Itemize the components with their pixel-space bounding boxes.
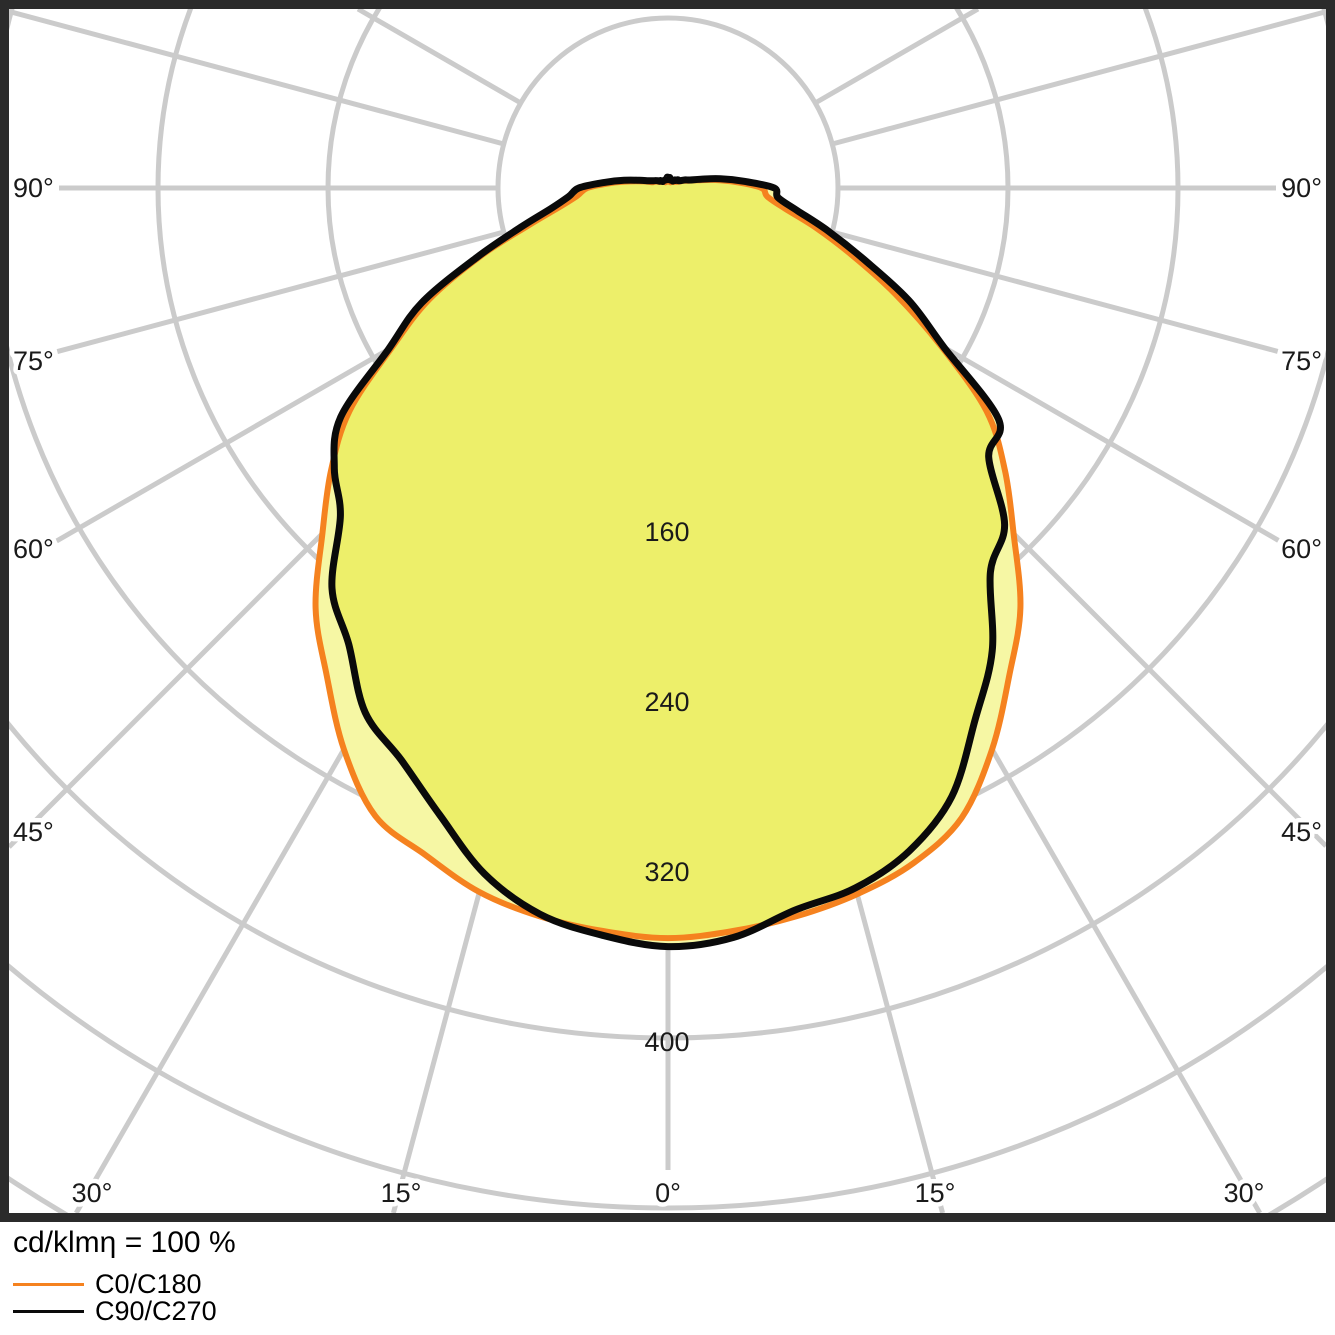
angle-ray-120-left	[356, 9, 523, 106]
c0-c180-line-swatch	[13, 1283, 84, 1286]
angle-label-right-45: 45°	[1281, 817, 1322, 847]
angle-label-bottom-left-30: 30°	[72, 1178, 113, 1208]
angle-label-bottom-right-15: 15°	[915, 1178, 956, 1208]
angle-ray-75-right	[831, 229, 1279, 354]
angle-label-bottom-left-15: 15°	[381, 1178, 422, 1208]
radial-gridline-480	[9, 963, 1326, 1211]
legend-item-c0-c180: C0/C180	[13, 1271, 236, 1298]
radial-label-320: 320	[644, 857, 689, 887]
radial-label-240: 240	[644, 687, 689, 717]
angle-label-left-60: 60°	[13, 534, 54, 564]
angle-ray-105-left	[9, 9, 505, 147]
axis-labels: 90° 90° 75° 75° 60° 60° 45° 45° 30° 15° 0° 15° 30° 16…	[9, 169, 1327, 1213]
angle-ray-105-right	[831, 9, 1326, 147]
angle-ray-75-left	[56, 229, 505, 355]
radial-label-400: 400	[644, 1027, 689, 1057]
plot-frame	[0, 0, 1335, 1222]
curve-c90-c270	[328, 173, 1009, 951]
c90-c270-line-swatch	[13, 1310, 84, 1313]
fill-c90-c270	[331, 177, 1005, 947]
angle-label-right-90: 90°	[1281, 173, 1322, 203]
angle-ray-120-right	[813, 9, 980, 106]
angle-label-right-60: 60°	[1281, 534, 1322, 564]
c0-c180-label: C0/C180	[95, 1269, 202, 1299]
distribution-fills	[315, 177, 1021, 947]
angle-label-left-90: 90°	[13, 173, 54, 203]
c90-c270-label: C90/C270	[95, 1296, 217, 1326]
angle-label-bottom-0: 0°	[655, 1178, 681, 1208]
legend-item-c90-c270: C90/C270	[13, 1298, 236, 1325]
angle-label-right-75: 75°	[1281, 346, 1322, 376]
radial-label-160: 160	[644, 517, 689, 547]
legend-title: cd/klmη = 100 %	[13, 1226, 236, 1259]
angle-label-bottom-right-30: 30°	[1224, 1178, 1265, 1208]
angle-label-left-75: 75°	[13, 346, 54, 376]
legend: cd/klmη = 100 % C0/C180 C90/C270	[13, 1228, 236, 1325]
angle-label-left-45: 45°	[13, 817, 54, 847]
distribution-curves	[312, 173, 1024, 951]
